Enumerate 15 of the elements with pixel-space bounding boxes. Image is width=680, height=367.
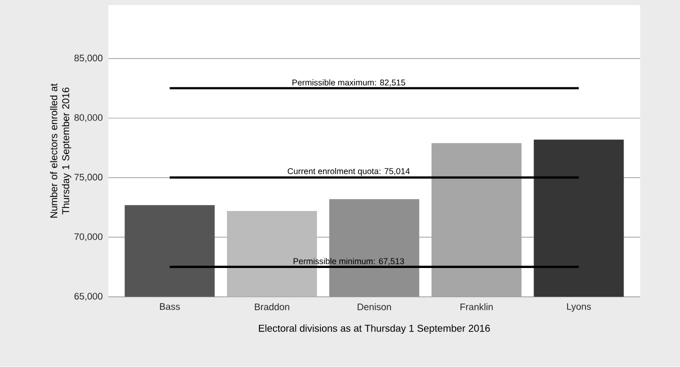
x-tick-label: Bass <box>160 304 180 310</box>
x-tick-label: Lyons <box>567 304 591 312</box>
ref-line-label: Current enrolment quota: 75,014 <box>288 168 410 176</box>
x-tick-label: Denison <box>358 304 391 310</box>
y-axis-title: Number of electors enrolled at Thursday 1 September 2016 <box>50 84 72 218</box>
y-tick-label: 65,000 <box>74 293 102 301</box>
x-tick-label: Braddon <box>254 304 290 310</box>
ref-line-label: Permissible minimum: 67,513 <box>294 258 404 266</box>
ref-line-label: Permissible maximum: 82,515 <box>292 80 406 87</box>
y-tick-label: 70,000 <box>74 234 102 242</box>
y-tick-label: 85,000 <box>74 54 102 63</box>
y-tick-label: 75,000 <box>74 174 102 182</box>
x-tick-label: Franklin <box>460 304 493 310</box>
x-axis-title: Electoral divisions as at Thursday 1 September 2016 <box>258 324 490 334</box>
y-tick-label: 80,000 <box>74 114 102 122</box>
